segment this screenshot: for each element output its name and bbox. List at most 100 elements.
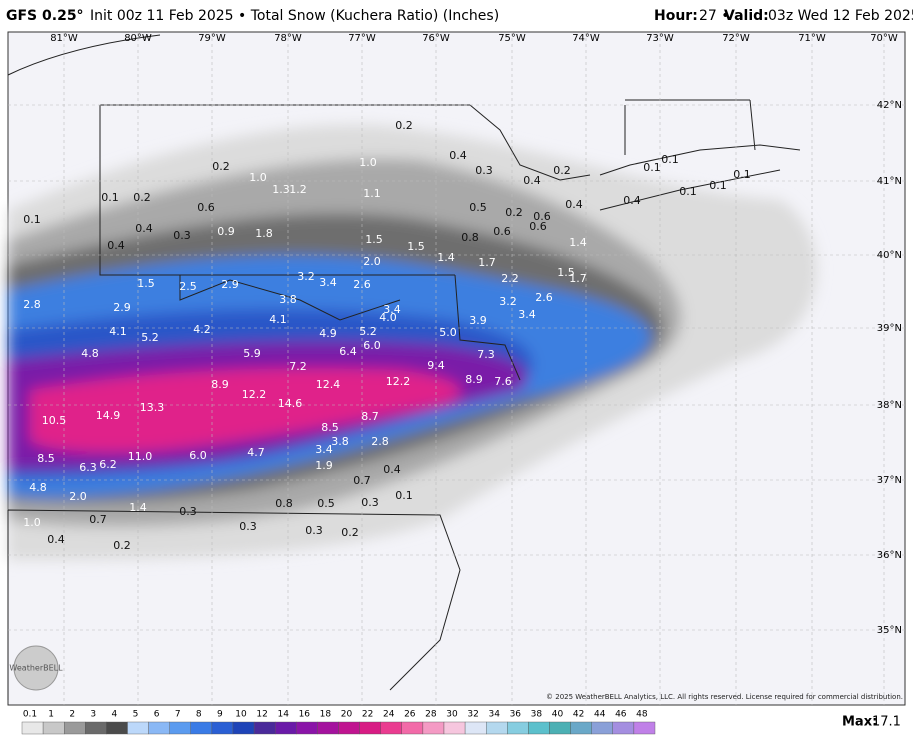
snow-amount: 0.3 [173,229,191,242]
legend-tick: 16 [299,710,311,720]
snow-amount: 1.4 [569,236,587,249]
snow-amount: 2.8 [23,298,41,311]
legend-tick: 9 [217,710,223,720]
legend-tick: 24 [383,710,395,720]
snow-amount: 0.2 [505,206,523,219]
legend-swatch [127,721,149,735]
snow-amount: 5.2 [359,325,377,338]
snow-amount: 0.4 [107,239,125,252]
legend-swatch [633,721,656,735]
legend-swatch [612,721,635,735]
legend-swatch [275,721,297,735]
snow-amount: 14.9 [96,409,121,422]
snow-amount: 0.1 [709,179,727,192]
snow-amount: 0.7 [353,474,371,487]
legend-tick: 22 [362,710,373,720]
longitude-label: 77°W [348,33,376,44]
legend-tick: 48 [636,710,648,720]
legend-swatch [528,721,550,735]
snow-amount: 1.7 [569,272,587,285]
legend-swatch [443,721,466,735]
boundaries [7,34,801,700]
snow-amount: 12.2 [386,375,411,388]
legend-tick: 14 [277,710,289,720]
snow-amount: 0.3 [361,496,379,509]
snow-amount: 1.0 [359,156,377,169]
legend-swatch [486,721,508,735]
legend-swatch [106,721,128,735]
snow-amount: 1.8 [255,227,273,240]
copyright: © 2025 WeatherBELL Analytics, LLC. All r… [546,693,903,701]
snow-amount: 0.1 [643,161,661,174]
latitude-label: 41°N [877,176,902,187]
latitude-label: 40°N [877,250,902,261]
legend-swatch [148,721,170,735]
legend-swatch [169,721,191,735]
snow-amount: 1.0 [249,171,267,184]
legend-swatch [21,721,44,735]
latitude-label: 42°N [877,100,902,111]
longitude-label: 79°W [198,33,226,44]
legend-tick: 28 [425,710,437,720]
snow-amount: 1.5 [365,233,383,246]
snow-amount: 0.8 [275,497,293,510]
snow-amount: 1.3 [272,183,290,196]
snow-amount: 6.0 [189,449,207,462]
legend-swatch [359,721,381,735]
snow-amount: 0.4 [523,174,541,187]
model: GFS 0.25° [6,8,84,24]
longitude-label: 75°W [498,33,526,44]
legend-tick: 18 [320,710,332,720]
snow-amount: 1.0 [23,516,41,529]
longitude-label: 78°W [274,33,302,44]
longitude-label: 80°W [124,33,152,44]
longitude-label: 70°W [870,33,898,44]
snow-amount: 0.9 [217,225,235,238]
snow-amount: 2.0 [69,490,87,503]
legend-tick: 6 [154,710,160,720]
snow-amount: 1.5 [557,266,575,279]
snow-amount: 6.2 [99,458,117,471]
snow-amount: 3.9 [469,314,487,327]
snow-amount: 1.5 [407,240,425,253]
legend-tick: 30 [446,710,458,720]
snow-amount: 10.5 [42,414,67,427]
snow-amount: 4.1 [109,325,127,338]
legend-tick: 5 [133,710,139,720]
snow-amount: 3.2 [297,270,315,283]
snow-amount: 0.5 [469,201,487,214]
snow-amount: 1.5 [137,277,155,290]
snow-amount: 0.1 [23,213,41,226]
snow-amount: 3.8 [279,293,297,306]
snow-amount: 1.1 [363,187,381,200]
legend-swatch [401,721,424,735]
latitude-label: 36°N [877,550,902,561]
longitude-label: 71°W [798,33,826,44]
snow-amount: 0.2 [212,160,230,173]
legend-tick: 42 [573,710,584,720]
snow-shading [8,124,817,561]
snow-amount: 0.6 [197,201,215,214]
snow-amount: 8.9 [211,378,229,391]
snow-amount: 0.1 [733,168,751,181]
legend-swatch [338,721,360,735]
snow-amount: 0.5 [317,497,335,510]
snow-amount: 0.2 [341,526,359,539]
snow-amount: 6.0 [363,339,381,352]
snow-amount: 3.2 [499,295,517,308]
snow-amount: 14.6 [278,397,303,410]
legend-swatch [85,721,107,735]
legend-tick: 44 [594,710,606,720]
max-value: 17.1 [872,715,901,730]
snow-amount: 8.5 [37,452,55,465]
snow-amount: 2.9 [221,278,239,291]
snow-amount: 12.4 [316,378,341,391]
snow-amount: 0.8 [461,231,479,244]
snow-amount: 2.2 [501,272,519,285]
snow-amount: 13.3 [140,401,165,414]
snow-amount: 3.4 [315,443,333,456]
longitude-label: 74°W [572,33,600,44]
snow-amount: 3.4 [319,276,337,289]
snow-amount: 3.4 [518,308,536,321]
